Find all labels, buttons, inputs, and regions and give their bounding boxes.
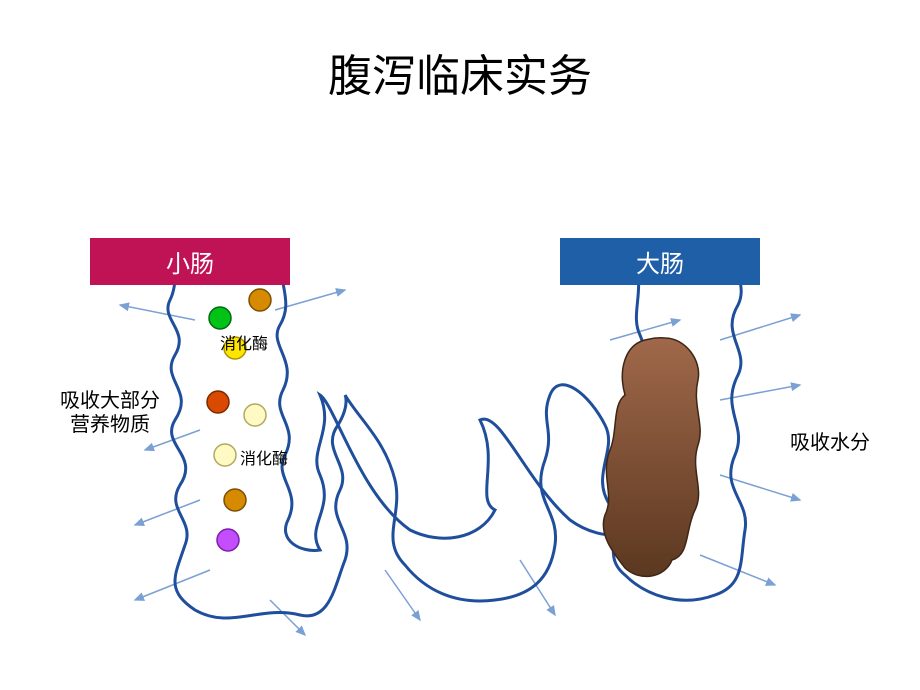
- large-intestine-label: 大肠: [560, 238, 760, 285]
- enzyme-circle: [244, 404, 266, 426]
- arrow-line: [120, 305, 195, 320]
- intestine-inner-path: [277, 260, 655, 550]
- enzyme-text-1: 消化酶: [220, 335, 268, 356]
- enzyme-circle: [207, 391, 229, 413]
- enzyme-circle: [209, 307, 231, 329]
- enzyme-text-2: 消化酶: [240, 450, 288, 471]
- small-intestine-label: 小肠: [90, 238, 290, 285]
- enzyme-circle: [224, 489, 246, 511]
- arrow-line: [135, 570, 210, 600]
- enzyme-circle: [249, 289, 271, 311]
- arrow-line: [135, 500, 200, 525]
- enzyme-circle: [217, 529, 239, 551]
- arrow-line: [610, 320, 680, 340]
- absorb-water-text: 吸收水分: [790, 430, 870, 456]
- feces-shape: [603, 338, 700, 577]
- enzyme-circles: [207, 289, 271, 551]
- absorb-nutrients-line1: 吸收大部分: [60, 388, 160, 414]
- arrow-line: [270, 600, 305, 635]
- intestine-diagram: [0, 0, 920, 690]
- enzyme-circle: [214, 444, 236, 466]
- arrow-line: [700, 555, 775, 585]
- absorb-nutrients-line2: 营养物质: [70, 412, 150, 438]
